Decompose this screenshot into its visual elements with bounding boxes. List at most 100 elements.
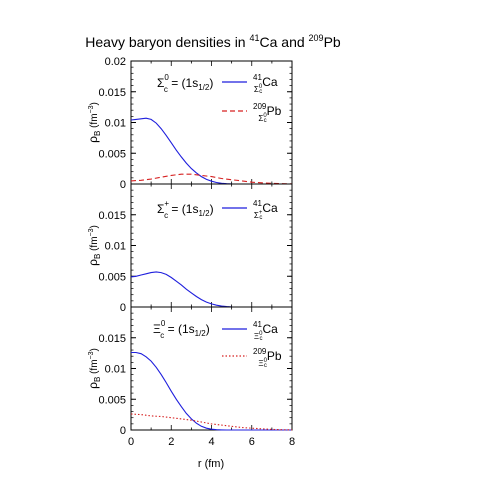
y-label-close: ): [89, 225, 100, 228]
series-line-pb: [130, 173, 293, 185]
legend-nucleus: Pb: [267, 104, 282, 118]
y-tick-label: 0: [120, 179, 126, 191]
data-point: [251, 428, 252, 429]
legend-baryon-sup: +: [259, 210, 263, 216]
data-point: [241, 427, 242, 428]
y-axis-label: ρB (fm−3): [86, 225, 102, 266]
data-point: [156, 123, 157, 124]
data-point: [171, 277, 172, 278]
data-point: [241, 180, 242, 181]
y-label-unit: (fm: [89, 113, 100, 130]
legend-baryon-sub: c: [259, 89, 262, 95]
y-label-rho: ρ: [86, 382, 100, 389]
data-point: [206, 428, 207, 429]
data-point: [201, 299, 202, 300]
annotation-sub: c: [160, 331, 164, 340]
data-point: [146, 273, 147, 274]
data-point: [231, 179, 232, 180]
y-label-rho: ρ: [86, 259, 100, 266]
data-point: [221, 429, 222, 430]
legend-label: 41 Ξ0 cCa: [253, 320, 278, 342]
data-point: [181, 418, 182, 419]
x-tick-label: 2: [168, 436, 174, 448]
data-point: [226, 430, 227, 431]
title-ca: Ca and: [260, 34, 309, 50]
data-point: [186, 163, 187, 164]
legend-mass-number: 41: [253, 199, 262, 208]
legend-baryon: Ξ: [254, 332, 259, 341]
data-point: [201, 175, 202, 176]
x-tick-label: 8: [289, 436, 295, 448]
data-point: [161, 177, 162, 178]
data-point: [186, 289, 187, 290]
state-annotation: Σ+ c = (1s1/2): [157, 199, 214, 220]
y-label-exp: −3: [88, 105, 95, 113]
legend-baryon-sup: 0: [264, 358, 268, 364]
y-label-sub: B: [93, 377, 102, 382]
y-label-close: ): [89, 348, 100, 351]
y-tick-label: 0.015: [98, 210, 126, 222]
legend-baryon-sub: c: [259, 336, 262, 342]
data-point: [166, 382, 167, 383]
y-label-exp: −3: [88, 228, 95, 236]
data-point: [161, 416, 162, 417]
data-point: [171, 391, 172, 392]
data-point: [292, 429, 293, 430]
y-tick-label: 0.01: [105, 118, 126, 130]
legend-baryon: Σ: [254, 85, 259, 94]
data-point: [151, 415, 152, 416]
annotation-state: = (1s: [168, 202, 198, 216]
data-point: [171, 417, 172, 418]
annotation-state-close: ): [209, 76, 213, 90]
y-tick-label: 0: [120, 425, 126, 437]
data-point: [141, 275, 142, 276]
data-point: [161, 374, 162, 375]
annotation-state-sub: 1/2: [195, 329, 207, 338]
legend-label: 41 Σ0 cCa: [253, 73, 278, 95]
annotation-symbol: Σ: [157, 202, 164, 216]
data-point: [176, 281, 177, 282]
legend-baryon-sub: c: [259, 215, 262, 221]
data-point: [156, 367, 157, 368]
data-point: [151, 272, 152, 273]
data-point: [131, 180, 132, 181]
y-label-close: ): [89, 102, 100, 105]
data-point: [196, 172, 197, 173]
data-point: [231, 430, 232, 431]
data-point: [166, 274, 167, 275]
data-point: [131, 414, 132, 415]
data-point: [216, 182, 217, 183]
data-point: [191, 174, 192, 175]
data-point: [231, 426, 232, 427]
data-point: [191, 292, 192, 293]
y-label-sub: B: [93, 254, 102, 259]
data-point: [136, 352, 137, 353]
data-point: [181, 156, 182, 157]
data-point: [186, 413, 187, 414]
legend-nucleus: Ca: [262, 75, 278, 89]
state-annotation: Σ0 c = (1s1/2): [157, 73, 213, 94]
annotation-symbol: Ξ: [153, 322, 161, 336]
y-tick-label: 0.01: [105, 364, 126, 376]
data-point: [131, 276, 132, 277]
data-point: [211, 423, 212, 424]
annotation-state-sub: 1/2: [198, 209, 210, 218]
annotation-sup: +: [164, 199, 169, 208]
data-point: [136, 119, 137, 120]
data-point: [206, 302, 207, 303]
data-point: [176, 150, 177, 151]
data-point: [196, 296, 197, 297]
data-point: [131, 120, 132, 121]
annotation-state-close: ): [206, 322, 210, 336]
data-point: [191, 418, 192, 419]
data-point: [136, 276, 137, 277]
legend-nucleus: Ca: [262, 322, 278, 336]
data-point: [191, 168, 192, 169]
data-point: [241, 430, 242, 431]
annotation-state-close: ): [210, 202, 214, 216]
data-point: [171, 175, 172, 176]
data-point: [181, 284, 182, 285]
series-line-ca: [131, 351, 292, 431]
